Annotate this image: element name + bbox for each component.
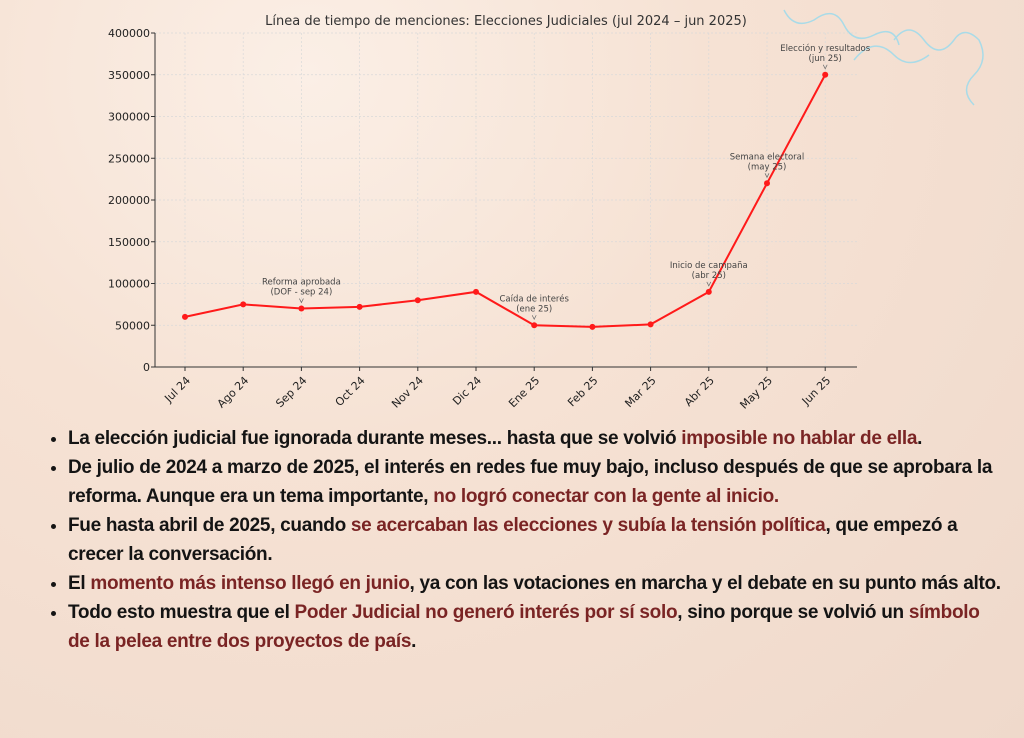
bullet-text: , ya con las votaciones en marcha y el d…	[409, 573, 1002, 594]
y-tick-label: 200000	[108, 194, 150, 207]
bullet-text: , que empezó a crecer la conversación.	[68, 515, 958, 565]
y-tick-label: 350000	[108, 69, 150, 82]
x-tick-label: Abr 25	[682, 374, 717, 409]
y-tick-label: 150000	[108, 236, 150, 249]
y-tick-label: 50000	[115, 319, 150, 332]
highlighted-text: momento más intenso llegó en junio	[90, 573, 410, 594]
data-point	[764, 180, 770, 187]
data-point	[531, 322, 538, 329]
bullet-text: El	[68, 573, 91, 594]
bullet-text: Fue hasta abril de 2025, cuando	[68, 515, 351, 536]
y-tick-label: 100000	[108, 278, 150, 291]
x-tick-label: Jul 24	[161, 374, 193, 406]
series-line	[184, 74, 827, 328]
y-tick-label: 300000	[108, 111, 150, 124]
x-tick-label: Jun 25	[799, 374, 833, 408]
annotation-arrow	[299, 298, 304, 304]
data-point	[705, 288, 712, 295]
bullet-item: De julio de 2024 a marzo de 2025, el int…	[68, 453, 1003, 511]
highlighted-text: se acercaban las elecciones y subía la t…	[350, 515, 826, 536]
x-tick-label: Ago 24	[215, 374, 252, 411]
data-point	[589, 323, 596, 330]
annotation-text: (abr 25)	[692, 271, 726, 281]
bullet-item: Fue hasta abril de 2025, cuando se acerc…	[68, 511, 1003, 569]
bullet-text: .	[917, 428, 923, 449]
data-point	[356, 303, 363, 310]
x-tick-label: Oct 24	[333, 374, 368, 409]
data-point	[182, 313, 188, 320]
highlighted-text: no logró conectar con la gente al inicio…	[433, 486, 779, 507]
annotation-arrow	[706, 281, 712, 287]
annotation-text: (DOF - sep 24)	[270, 288, 332, 298]
x-tick-label: Mar 25	[622, 374, 658, 410]
x-tick-label: Ene 25	[506, 374, 542, 410]
bullet-text: .	[411, 631, 417, 652]
bullet-text: De julio de 2024 a marzo de 2025, el int…	[68, 457, 993, 507]
data-point	[647, 321, 654, 328]
bullet-item: El momento más intenso llegó en junio, y…	[68, 569, 1003, 598]
x-tick-label: Sep 24	[273, 374, 309, 410]
highlighted-text: imposible no hablar de ella	[681, 428, 918, 449]
data-point	[473, 288, 479, 295]
x-tick-label: May 25	[737, 374, 775, 412]
x-tick-label: Dic 24	[450, 374, 484, 408]
annotation-text: Elección y resultados	[780, 43, 871, 54]
highlighted-text: símbolo de la pelea entre dos proyectos …	[68, 602, 980, 652]
annotation-text: (ene 25)	[516, 304, 552, 314]
annotation-text: Reforma aprobada	[262, 278, 341, 288]
highlighted-text: Poder Judicial no generó interés por sí …	[294, 602, 678, 623]
annotation-text: (may 25)	[748, 162, 787, 172]
data-point	[822, 71, 829, 78]
bullet-item: La elección judicial fue ignorada durant…	[68, 424, 1003, 453]
bullet-item: Todo esto muestra que el Poder Judicial …	[68, 598, 1003, 656]
data-point	[240, 301, 247, 308]
annotation-text: Inicio de campaña	[670, 261, 748, 271]
bullet-text: Todo esto muestra que el	[68, 602, 295, 623]
y-tick-label: 400000	[108, 27, 150, 40]
x-tick-label: Nov 24	[389, 374, 426, 411]
data-point	[414, 297, 421, 304]
annotation-text: (jun 25)	[809, 54, 842, 64]
annotation-arrow	[764, 173, 770, 179]
bullet-text: La elección judicial fue ignorada durant…	[68, 428, 682, 449]
chart-title: Línea de tiempo de menciones: Elecciones…	[265, 14, 747, 29]
annotation-arrow	[822, 64, 828, 70]
annotation-text: Semana electoral	[730, 152, 805, 162]
decorative-swirl	[783, 9, 984, 106]
y-tick-label: 0	[143, 361, 150, 374]
data-point	[298, 305, 305, 312]
line-chart: Línea de tiempo de menciones: Elecciones…	[108, 14, 871, 412]
annotation-text: Caída de interés	[499, 293, 569, 304]
x-tick-label: Feb 25	[565, 374, 600, 409]
bullet-list: La elección judicial fue ignorada durant…	[40, 424, 1003, 656]
annotation-arrow	[531, 315, 537, 321]
y-tick-label: 250000	[108, 152, 150, 165]
bullet-text: , sino porque se volvió un	[677, 602, 909, 623]
